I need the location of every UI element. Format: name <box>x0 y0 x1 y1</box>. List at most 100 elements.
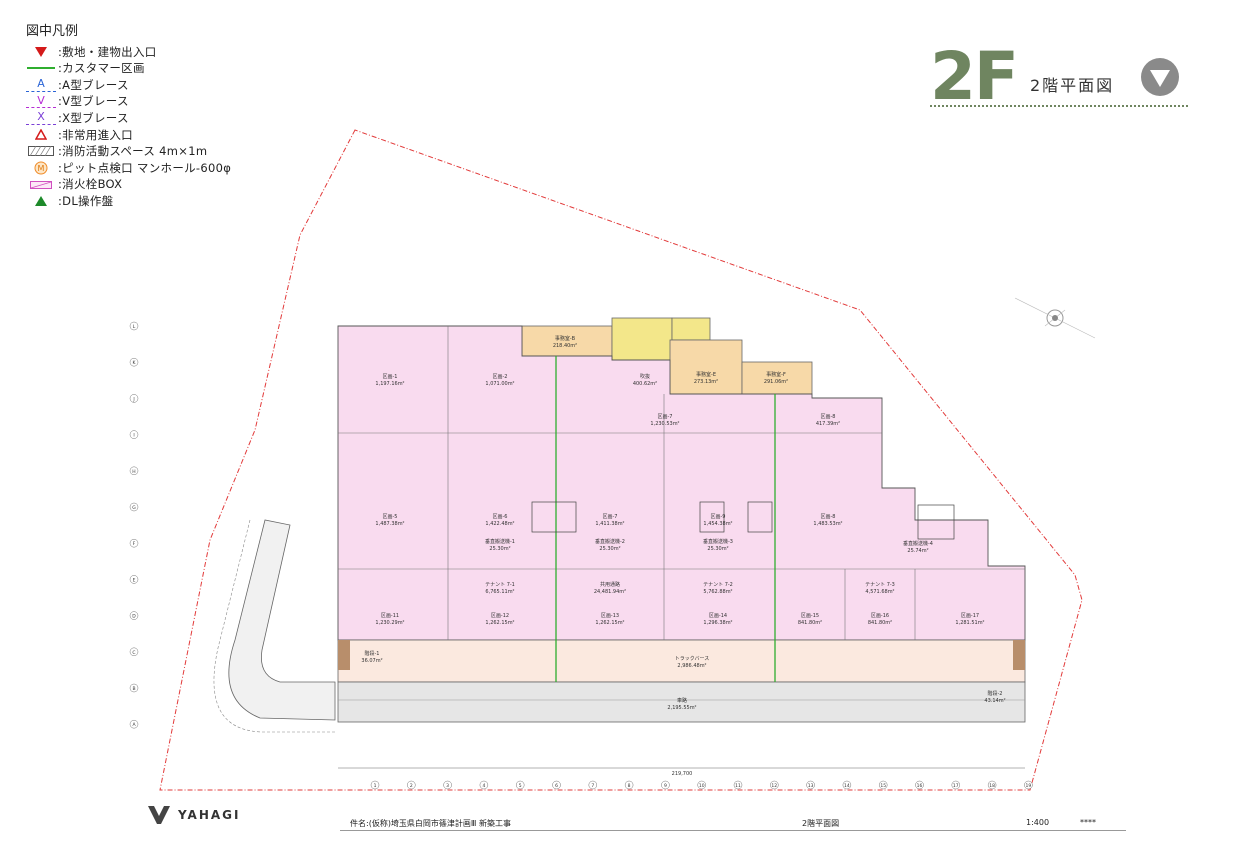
room-13-area: 1,262.15m² <box>595 620 624 626</box>
room-1-area: 1,197.16m² <box>375 381 404 387</box>
office-b-name: 事務室-B <box>555 335 576 342</box>
room-17-name: 区画-17 <box>961 613 979 619</box>
column-grid-marker <box>842 780 852 790</box>
row-grid-label: J <box>132 396 134 402</box>
hatched-rect-icon <box>26 144 56 158</box>
compass-icon <box>1014 297 1096 339</box>
column-grid-label: 18 <box>989 783 995 789</box>
column-grid-label: 10 <box>699 783 705 789</box>
ev-4-name: 垂直搬送機-4 <box>903 540 933 547</box>
common-area: 24,481.94m² <box>594 589 626 595</box>
room-14-area: 1,296.38m² <box>703 620 732 626</box>
shaft-area: 400.62m² <box>633 381 657 387</box>
room-11-name: 区画-11 <box>381 613 399 619</box>
drawing-number: **** <box>1080 818 1096 827</box>
room-7-area: 1,230.53m² <box>650 421 679 427</box>
common-name: 共用通路 <box>600 581 620 588</box>
room-8-area: 417.39m² <box>816 421 840 427</box>
room-5-name: 区画-5 <box>383 514 398 520</box>
office-e-name: 事務室-E <box>696 371 716 378</box>
row-grid-label: I <box>133 433 134 439</box>
curved-ramp <box>228 519 336 721</box>
column-grid-label: 9 <box>664 783 667 789</box>
ev-2-area: 25.30m² <box>599 546 620 552</box>
room-9-name: 区画-9 <box>711 514 726 520</box>
title-block: 2F 2階平面図 <box>930 38 1188 115</box>
column-grid-marker <box>479 780 489 790</box>
row-grid-label: L <box>133 324 136 330</box>
ramp-area <box>337 681 1026 723</box>
drawing-scale: 1:400 <box>1026 818 1050 827</box>
room-16-name: 区画-16 <box>871 613 889 619</box>
tenant-3-area: 4,571.68m² <box>865 589 894 595</box>
yahagi-logo-icon <box>148 806 170 824</box>
row-grid-marker <box>129 394 139 403</box>
column-grid-label: 16 <box>917 783 923 789</box>
tenant-2-name: テナント 7-2 <box>703 582 733 588</box>
tenant-3-name: テナント 7-3 <box>865 582 895 588</box>
row-grid-label: A <box>132 722 136 728</box>
green-triangle-icon <box>26 194 56 208</box>
legend-item-v-brace: V :V型ブレース <box>26 93 231 110</box>
row-grid-marker <box>129 719 139 729</box>
column-grid-marker <box>624 780 634 790</box>
ev-2-name: 垂直搬送機-2 <box>595 538 625 545</box>
row-grid-label: H <box>132 469 135 475</box>
green-line-icon <box>26 61 56 75</box>
svg-text:M: M <box>38 164 45 173</box>
legend-item-a-brace: A :A型ブレース <box>26 77 231 94</box>
column-grid-marker <box>515 780 525 790</box>
legend-item-x-brace: X :X型ブレース <box>26 110 231 127</box>
column-grid-marker <box>733 780 743 790</box>
row-grid-marker <box>129 538 139 548</box>
column-grid-label: 17 <box>953 783 959 789</box>
ramp-area: 2,195.55m² <box>667 705 696 711</box>
room-16-area: 841.80m² <box>868 620 892 626</box>
column-grid-label: 15 <box>880 783 886 789</box>
legend-item-fire-space: :消防活動スペース 4m×1m <box>26 143 231 160</box>
row-grid-marker <box>129 430 139 439</box>
column-grid-marker <box>697 780 706 790</box>
column-grid-marker <box>987 780 997 790</box>
tenant-2-area: 5,762.88m² <box>703 589 732 595</box>
column-grid-labels: 1 2 3 4 5 6 7 8 9 10 11 12 13 14 15 16 17 18 19 <box>370 780 1033 790</box>
site-boundary <box>159 129 1083 791</box>
truck-area: 2,986.48m² <box>677 663 706 669</box>
column-grid-marker <box>661 780 670 790</box>
office-f-area: 291.06m² <box>764 379 788 385</box>
column-grid-label: 2 <box>410 783 413 789</box>
column-grid-label: 13 <box>808 783 814 789</box>
column-grid-label: 1 <box>374 783 377 789</box>
project-name: 件名:(仮称)埼玉県白岡市篠津計画Ⅲ 新築工事 <box>350 819 511 828</box>
row-grid-label: F <box>133 541 136 547</box>
room-8-name: 区画-8 <box>821 414 836 420</box>
column-grid-marker <box>915 780 924 790</box>
room-6-name: 区画-6 <box>493 514 508 520</box>
room-10-area: 1,483.53m² <box>813 521 842 527</box>
office-e-area <box>669 339 743 395</box>
row-grid-marker <box>129 611 139 620</box>
row-grid-label: C <box>132 650 135 656</box>
total-dimension: 219,700 <box>672 771 693 777</box>
legend-item-entrance: :敷地・建物出入口 <box>26 44 231 61</box>
row-grid-label: E <box>133 577 136 583</box>
room-12-name: 区画-12 <box>491 613 509 619</box>
stair-1-area: 36.07m² <box>361 658 382 664</box>
truck-name: トラックバース <box>675 656 710 662</box>
room-9-area: 1,454.38m² <box>703 521 732 527</box>
column-grid-label: 3 <box>446 783 449 789</box>
room-7b-name: 区画-7 <box>603 514 618 520</box>
column-grid-marker <box>443 780 452 790</box>
room-5-area: 1,487.38m² <box>375 521 404 527</box>
room-17-area: 1,281.51m² <box>955 620 984 626</box>
row-grid-marker <box>129 575 139 584</box>
hydrant-box-icon <box>26 178 56 192</box>
warehouse-upper <box>337 325 1026 641</box>
column-grid-label: 19 <box>1026 783 1032 789</box>
legend: 図中凡例 :敷地・建物出入口 :カスタマー区画 A :A型ブレース V :V型ブ… <box>26 24 231 210</box>
room-7-name: 区画-7 <box>658 414 673 420</box>
legend-item-manhole: M :ピット点検口 マンホール-600φ <box>26 160 231 177</box>
room-14-name: 区画-14 <box>709 613 727 619</box>
room-15-name: 区画-15 <box>801 613 819 619</box>
